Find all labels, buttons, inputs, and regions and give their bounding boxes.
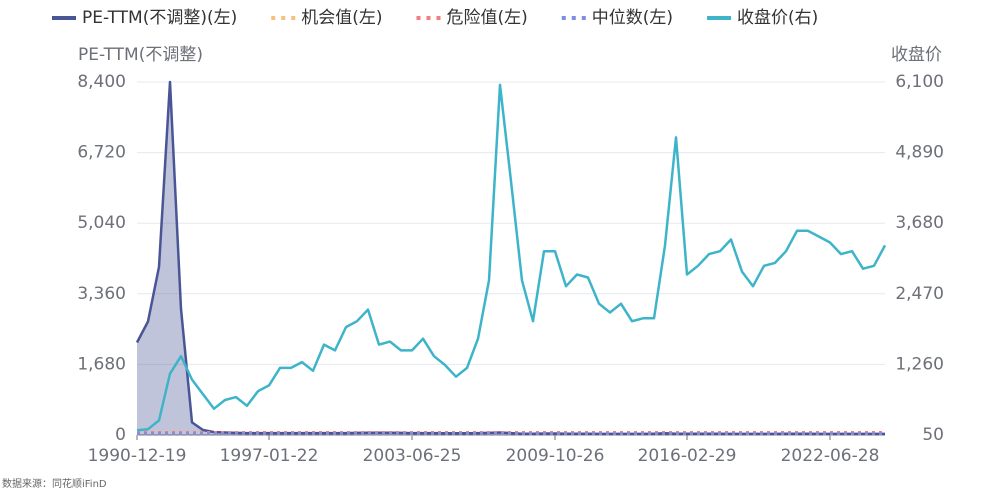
y2-tick-label: 4,890: [895, 143, 944, 163]
y-tick-label: 6,720: [77, 143, 126, 163]
x-tick-label: 2009-10-26: [506, 446, 605, 466]
y2-tick-label: 1,260: [895, 354, 944, 374]
y-tick-label: 3,360: [77, 284, 126, 304]
y2-tick-label: 3,680: [895, 213, 944, 233]
y-tick-label: 1,680: [77, 354, 126, 374]
series-line: [136, 83, 887, 432]
y2-axis-title: 收盘价: [891, 45, 942, 65]
legend-label: 收盘价(右): [737, 8, 818, 28]
legend-label: 中位数(左): [592, 8, 673, 28]
series-area: [137, 82, 885, 435]
y-tick-label: 8,400: [77, 72, 126, 92]
x-tick-label: 2022-06-28: [781, 446, 880, 466]
x-tick-label: 1997-01-22: [220, 446, 319, 466]
legend-label: 危险值(左): [447, 8, 528, 28]
y2-tick-label: 2,470: [895, 284, 944, 304]
y-axis-title: PE-TTM(不调整): [78, 45, 203, 65]
x-tick-label: 2003-06-25: [363, 446, 462, 466]
legend-label: PE-TTM(不调整)(左): [82, 8, 237, 28]
y2-tick-label: 50: [922, 425, 944, 445]
legend: PE-TTM(不调整)(左) 机会值(左) 危险值(左) 中位数(左) 收盘价(右): [52, 8, 818, 28]
y-tick-label: 5,040: [77, 213, 126, 233]
y2-tick-label: 6,100: [895, 72, 944, 92]
x-tick-label: 1990-12-19: [88, 446, 187, 466]
y-tick-label: 0: [115, 425, 126, 445]
series-line: [135, 80, 885, 436]
legend-label: 机会值(左): [301, 8, 382, 28]
source-note: 数据来源：同花顺iFinD: [2, 477, 107, 490]
x-tick-label: 2016-02-29: [638, 446, 737, 466]
